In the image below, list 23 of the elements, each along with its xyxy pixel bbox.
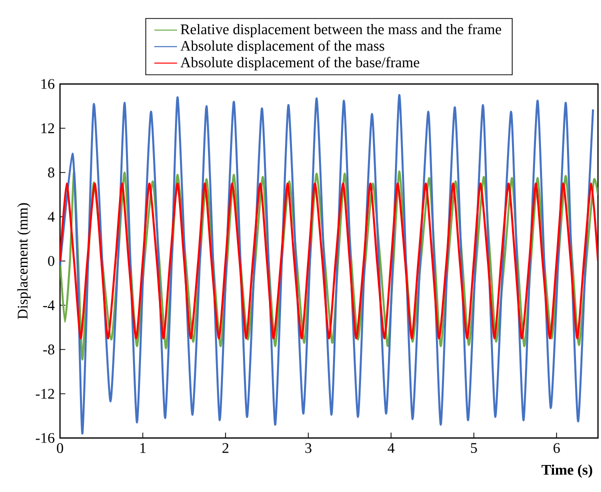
x-tick-label: 5 (471, 443, 477, 453)
x-tick-label: 2 (222, 443, 228, 453)
y-tick-label: 12 (41, 123, 54, 134)
y-tick-label: 0 (48, 256, 54, 266)
x-tick-label: 1 (140, 443, 146, 453)
legend-label: Absolute displacement of the base/frame (180, 56, 420, 70)
x-tick-label: 3 (305, 443, 312, 453)
y-tick-label: -4 (43, 300, 55, 310)
y-tick-label: 16 (41, 79, 54, 89)
y-tick-label: 8 (48, 168, 54, 178)
line-series (60, 94, 594, 435)
y-axis-title: Displacement (mm) (17, 203, 31, 320)
y-tick-label: -8 (43, 344, 54, 354)
legend-label: Relative displacement between the mass and the frame (180, 24, 502, 38)
x-tick-label: 4 (388, 443, 395, 453)
line-series (60, 170, 598, 360)
x-axis-title: Time (s) (542, 464, 592, 478)
y-tick-label: -12 (36, 388, 54, 399)
legend-label: Absolute displacement of the mass (180, 40, 384, 54)
y-tick-label: 4 (48, 212, 55, 222)
y-tick-label: -16 (36, 433, 54, 443)
x-tick-label: 0 (56, 443, 64, 454)
x-tick-label: 6 (554, 443, 560, 453)
